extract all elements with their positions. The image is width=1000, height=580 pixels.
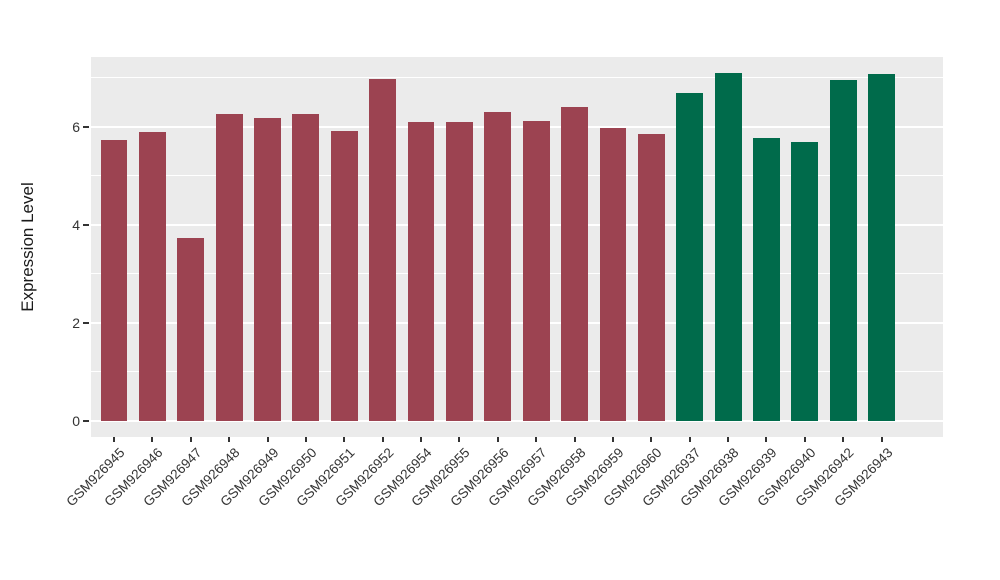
x-tick — [842, 437, 845, 442]
bar-GSM926948 — [215, 113, 243, 421]
bar-GSM926942 — [829, 79, 857, 421]
bar-GSM926960 — [637, 133, 665, 421]
y-tick-label: 4 — [72, 216, 80, 233]
y-tick — [83, 321, 89, 324]
x-tick — [765, 437, 768, 442]
x-tick — [803, 437, 806, 442]
bar-GSM926957 — [522, 120, 550, 421]
bar-GSM926938 — [714, 72, 742, 421]
bar-GSM926949 — [254, 118, 281, 421]
gridline-major — [91, 420, 943, 422]
bar-GSM926952 — [369, 78, 397, 421]
gridline-major — [91, 223, 943, 226]
bar-GSM926958 — [561, 107, 588, 421]
bar-GSM926959 — [599, 128, 627, 421]
bar-GSM926939 — [753, 138, 780, 421]
x-tick — [458, 437, 461, 442]
y-tick — [83, 420, 89, 422]
x-tick — [535, 437, 538, 442]
x-tick — [573, 437, 576, 442]
bar-GSM926945 — [100, 140, 128, 421]
y-tick-label: 0 — [72, 413, 80, 429]
x-tick — [880, 437, 883, 442]
x-tick — [727, 437, 730, 442]
bar-GSM926954 — [407, 122, 435, 421]
y-axis-title: Expression Level — [18, 182, 37, 312]
bar-GSM926956 — [484, 111, 512, 421]
x-tick — [611, 437, 614, 442]
y-tick-label: 6 — [72, 118, 80, 135]
bar-GSM926937 — [676, 93, 704, 421]
bar-GSM926950 — [292, 113, 320, 421]
x-tick — [113, 437, 116, 442]
y-tick — [83, 125, 89, 128]
gridline-minor — [91, 76, 943, 78]
x-tick — [381, 437, 384, 442]
bar-GSM926940 — [791, 141, 819, 421]
plot-area — [91, 57, 943, 437]
x-tick — [496, 437, 499, 442]
gridline-minor — [91, 175, 943, 177]
bar-GSM926947 — [177, 237, 205, 421]
x-tick — [228, 437, 231, 442]
bar-GSM926946 — [138, 131, 166, 421]
y-tick — [83, 223, 89, 226]
x-tick — [266, 437, 269, 442]
x-tick — [420, 437, 423, 442]
x-tick — [304, 437, 307, 442]
gridline-major — [91, 321, 943, 324]
x-tick — [189, 437, 192, 442]
bar-GSM926943 — [868, 74, 896, 421]
gridline-minor — [91, 371, 943, 373]
x-tick — [343, 437, 346, 442]
y-tick-label: 2 — [72, 314, 80, 331]
gridline-minor — [91, 273, 943, 275]
bar-GSM926951 — [330, 131, 358, 421]
x-tick — [151, 437, 154, 442]
bar-GSM926955 — [446, 122, 473, 421]
gridline-major — [91, 125, 943, 128]
x-tick — [650, 437, 653, 442]
x-tick — [688, 437, 691, 442]
